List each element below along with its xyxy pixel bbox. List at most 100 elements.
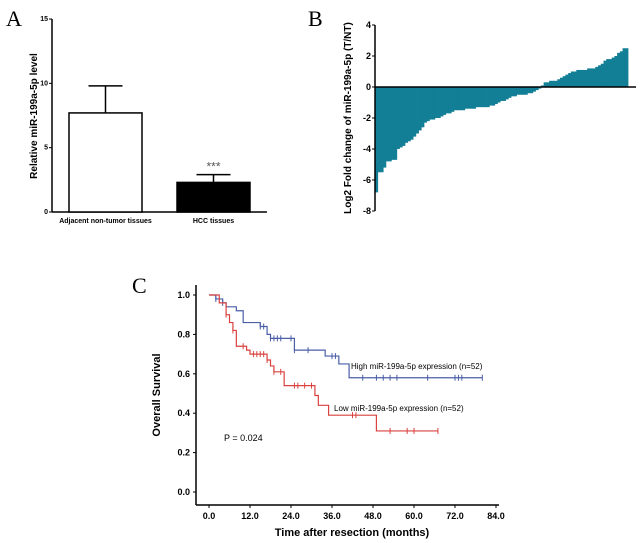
bar (595, 66, 599, 87)
bar (516, 87, 520, 95)
bar (407, 87, 411, 142)
bar (530, 87, 534, 94)
bar (625, 48, 629, 87)
bar (502, 87, 506, 101)
chart-a: 0 5 10 15 Adjacent non-tumor tissues HCC tiss… (29, 16, 267, 225)
bar (570, 71, 574, 87)
bar (418, 87, 422, 131)
y-tick-label: 0.4 (177, 408, 190, 418)
series-label-high: High miR-199a-5p expression (n=52) (351, 362, 483, 371)
bar (475, 87, 479, 108)
bar (472, 87, 477, 109)
bar (489, 87, 493, 106)
bar (413, 87, 417, 137)
bar (415, 87, 419, 134)
y-tick-label: 1.0 (177, 290, 190, 300)
bar (443, 87, 447, 115)
bar (508, 87, 512, 98)
bar (589, 68, 594, 87)
bar (68, 112, 143, 213)
x-tick-label: 72.0 (446, 511, 464, 521)
bar (619, 51, 623, 87)
bar (554, 80, 558, 87)
panel-label-c: C (132, 273, 147, 298)
x-tick-label: 12.0 (241, 511, 259, 521)
bar (445, 87, 449, 114)
bar (557, 79, 561, 87)
bar (385, 87, 390, 162)
bar (448, 87, 452, 114)
bar (511, 87, 515, 97)
bar (491, 87, 496, 106)
y-tick-label: -2 (363, 113, 371, 123)
bar (404, 87, 409, 143)
bar (394, 87, 398, 160)
y-tick-label: 5 (44, 145, 48, 152)
bar (383, 87, 387, 168)
bar (459, 87, 463, 111)
bar (456, 87, 460, 111)
y-axis-title: Log2 Fold change of miR-199a-5p (T/NT) (343, 22, 354, 214)
bar (402, 87, 406, 146)
bar (600, 63, 604, 87)
y-tick-label: 0.8 (177, 329, 190, 339)
bar (568, 73, 572, 87)
bar (576, 69, 580, 87)
y-tick-label: 10 (40, 80, 48, 87)
p-value: P = 0.024 (224, 433, 263, 443)
y-tick-label: 15 (40, 16, 48, 23)
bar (388, 87, 392, 162)
bar (581, 69, 585, 87)
bar (606, 59, 610, 87)
y-tick-label: 2 (366, 51, 371, 61)
bar (603, 60, 607, 87)
bar (375, 87, 379, 193)
x-tick-label: HCC tissues (193, 218, 234, 225)
bar (426, 87, 430, 122)
x-tick-label: 48.0 (364, 511, 382, 521)
bar (494, 87, 498, 105)
y-tick-label: -4 (363, 144, 371, 154)
bar (432, 87, 436, 120)
bar (467, 87, 471, 109)
bar (396, 87, 400, 149)
bar (464, 87, 468, 109)
bar (380, 87, 384, 173)
bar (423, 87, 428, 123)
bar (535, 87, 539, 91)
bar (524, 87, 528, 95)
bar (527, 87, 531, 94)
bar (486, 87, 490, 108)
x-tick-label: 36.0 (323, 511, 341, 521)
y-tick-label: 0.2 (177, 448, 190, 458)
bar (434, 87, 438, 118)
y-tick-label: 4 (366, 20, 371, 30)
bar (540, 85, 545, 87)
bar (429, 87, 433, 120)
bar (440, 87, 444, 117)
bar (513, 87, 517, 97)
bar (500, 87, 504, 101)
x-tick-label: 24.0 (282, 511, 300, 521)
bar (532, 87, 536, 92)
bar (377, 87, 381, 173)
y-tick-label: -6 (363, 175, 371, 185)
bar (481, 87, 485, 108)
y-tick-label: 0.6 (177, 369, 190, 379)
y-axis-title: Relative miR-199a-5p level (29, 53, 40, 179)
bar (598, 65, 602, 87)
bar (549, 80, 553, 87)
bar (519, 87, 523, 95)
bar (399, 87, 403, 148)
bar (521, 87, 526, 95)
bar (584, 69, 588, 87)
x-tick-label: 0.0 (203, 511, 216, 521)
bar (611, 57, 615, 87)
bar (562, 76, 566, 87)
bar (587, 68, 591, 87)
x-tick-label: Adjacent non-tumor tissues (59, 218, 152, 225)
series-label-low: Low miR-199a-5p expression (n=52) (334, 404, 464, 413)
x-tick-label: 60.0 (405, 511, 423, 521)
bar (176, 181, 251, 213)
